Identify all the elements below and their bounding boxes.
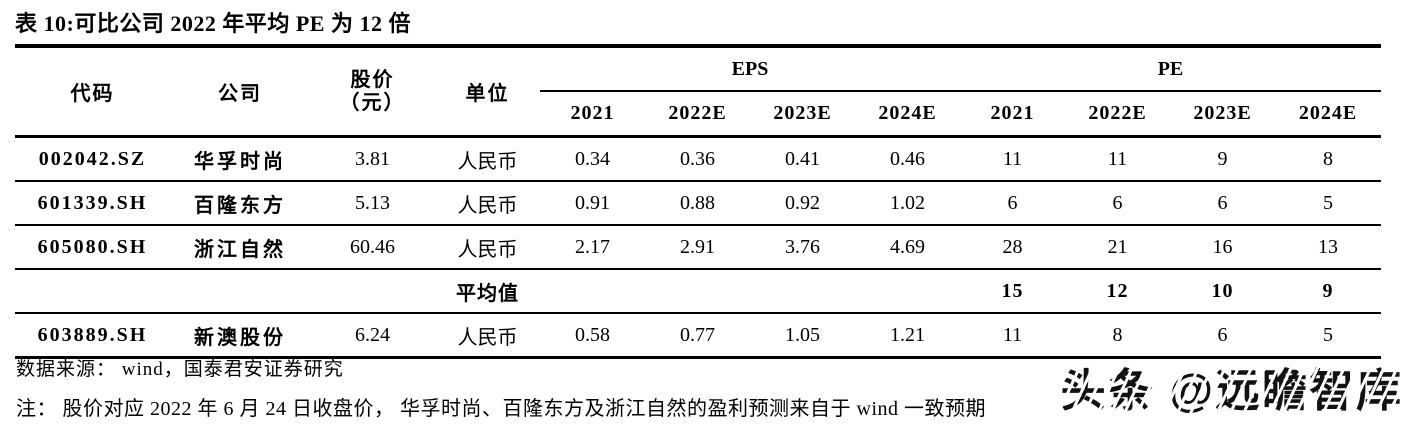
cell-pe-2024e: 9 xyxy=(1275,269,1381,314)
cell-pe-2023e: 9 xyxy=(1170,136,1275,182)
col-header-pe-2023e: 2023E xyxy=(1170,91,1275,138)
cell-company: 百隆东方 xyxy=(170,181,310,226)
cell-empty xyxy=(170,269,310,314)
cell-pe-2021: 11 xyxy=(960,136,1065,182)
cell-empty xyxy=(310,269,435,314)
col-header-eps-2022e: 2022E xyxy=(645,91,750,138)
cell-eps-2022e: 0.36 xyxy=(645,136,750,182)
cell-pe-2023e: 6 xyxy=(1170,181,1275,226)
cell-empty xyxy=(750,269,855,314)
col-header-eps-2023e: 2023E xyxy=(750,91,855,138)
table-row-average: 平均值 15 12 10 9 xyxy=(15,269,1381,314)
cell-pe-2024e: 5 xyxy=(1275,181,1381,226)
cell-pe-2023e: 6 xyxy=(1217,323,1228,346)
cell-eps-2024e: 1.21 xyxy=(890,323,925,346)
col-header-eps-2021: 2021 xyxy=(540,91,645,138)
table-body: 002042.SZ 华孚时尚 3.81 人民币 0.34 0.36 0.41 0… xyxy=(15,136,1381,358)
cell-unit: 人民币 xyxy=(435,136,540,182)
cell-code: 603889.SH xyxy=(37,323,148,346)
table-row-bailong: 601339.SH 百隆东方 5.13 人民币 0.91 0.88 0.92 1… xyxy=(15,181,1381,226)
col-header-code: 代码 xyxy=(15,46,170,138)
cell-average-label: 平均值 xyxy=(435,269,540,314)
cell-pe-2023e: 16 xyxy=(1170,225,1275,270)
cell-pe-2024e: 8 xyxy=(1275,136,1381,182)
cell-empty xyxy=(540,269,645,314)
cell-eps-2021: 0.91 xyxy=(540,181,645,226)
cell-pe-2022e: 11 xyxy=(1065,136,1170,182)
cell-pe-2022e: 6 xyxy=(1065,181,1170,226)
cell-code: 002042.SZ xyxy=(15,136,170,182)
cell-pe-2021: 11 xyxy=(1002,323,1023,346)
col-header-price-line1: 股价 xyxy=(350,68,395,91)
cell-pe-2024e: 13 xyxy=(1275,225,1381,270)
cell-empty xyxy=(855,269,960,314)
cell-pe-2023e: 10 xyxy=(1170,269,1275,314)
header-years-row: 2021 2022E 2023E 2024E 2021 2022E 2023E … xyxy=(15,91,1381,138)
cell-price: 3.81 xyxy=(310,136,435,182)
col-header-pe-2024e: 2024E xyxy=(1275,91,1381,138)
cell-eps-2021: 2.17 xyxy=(540,225,645,270)
col-header-pe-2022e: 2022E xyxy=(1065,91,1170,138)
cell-eps-2023e: 3.76 xyxy=(750,225,855,270)
cell-empty xyxy=(15,269,170,314)
table-title: 表 10:可比公司 2022 年平均 PE 为 12 倍 xyxy=(15,11,411,36)
cell-company: 华孚时尚 xyxy=(170,136,310,182)
cell-pe-2021: 28 xyxy=(960,225,1065,270)
cell-pe-2022e: 8 xyxy=(1112,323,1123,346)
cell-eps-2024e: 0.46 xyxy=(855,136,960,182)
cell-eps-2022e: 0.77 xyxy=(680,323,715,346)
cell-pe-2021: 15 xyxy=(960,269,1065,314)
cell-eps-2023e: 0.41 xyxy=(750,136,855,182)
cell-eps-2022e: 0.88 xyxy=(645,181,750,226)
watermark-toutiao-yuanzhan: 头条 @远瞻智库 xyxy=(1061,354,1403,419)
cell-eps-2024e: 4.69 xyxy=(855,225,960,270)
cell-unit: 人民币 xyxy=(435,181,540,226)
table-header: 代码 公司 股价 （元） 单位 EPS PE 2021 2022E 2023E … xyxy=(15,46,1381,138)
table-row-xinao: 603889.SH 新澳股份 6.24 人民币 0.58 0.77 1.05 1… xyxy=(15,313,1381,358)
cell-eps-2023e: 1.05 xyxy=(785,323,820,346)
col-header-eps-2024e: 2024E xyxy=(855,91,960,138)
col-header-price: 股价 （元） xyxy=(310,46,435,138)
cell-pe-2022e: 21 xyxy=(1065,225,1170,270)
group-header-eps: EPS xyxy=(540,46,960,92)
cell-company: 浙江自然 xyxy=(170,225,310,270)
cell-company: 新澳股份 xyxy=(194,326,286,349)
data-source-line: 数据来源： wind，国泰君安证券研究 xyxy=(16,359,344,380)
col-header-company: 公司 xyxy=(170,46,310,138)
cell-price: 6.24 xyxy=(355,323,390,346)
cell-unit: 人民币 xyxy=(457,326,518,349)
cell-price: 60.46 xyxy=(310,225,435,270)
cell-eps-2022e: 2.91 xyxy=(645,225,750,270)
cell-pe-2024e: 5 xyxy=(1323,323,1333,346)
cell-empty xyxy=(645,269,750,314)
col-header-pe-2021: 2021 xyxy=(960,91,1065,138)
group-header-pe: PE xyxy=(960,46,1381,92)
cell-eps-2021: 0.58 xyxy=(575,323,610,346)
cell-price: 5.13 xyxy=(310,181,435,226)
cell-code: 601339.SH xyxy=(15,181,170,226)
header-group-row: 代码 公司 股价 （元） 单位 EPS PE xyxy=(15,46,1381,138)
col-header-price-line2: （元） xyxy=(339,91,406,114)
table-row-huafu: 002042.SZ 华孚时尚 3.81 人民币 0.34 0.36 0.41 0… xyxy=(15,136,1381,182)
footnote-line: 注： 股价对应 2022 年 6 月 24 日收盘价， 华孚时尚、百隆东方及浙江… xyxy=(16,398,986,420)
cell-eps-2024e: 1.02 xyxy=(855,181,960,226)
cell-code: 605080.SH xyxy=(15,225,170,270)
cell-eps-2021: 0.34 xyxy=(540,136,645,182)
cell-pe-2022e: 12 xyxy=(1065,269,1170,314)
col-header-unit: 单位 xyxy=(435,46,540,138)
table-row-zhejiang: 605080.SH 浙江自然 60.46 人民币 2.17 2.91 3.76 … xyxy=(15,225,1381,270)
cell-eps-2023e: 0.92 xyxy=(750,181,855,226)
cell-unit: 人民币 xyxy=(435,225,540,270)
comparable-companies-table: 代码 公司 股价 （元） 单位 EPS PE 2021 2022E 2023E … xyxy=(15,44,1381,359)
cell-pe-2021: 6 xyxy=(960,181,1065,226)
